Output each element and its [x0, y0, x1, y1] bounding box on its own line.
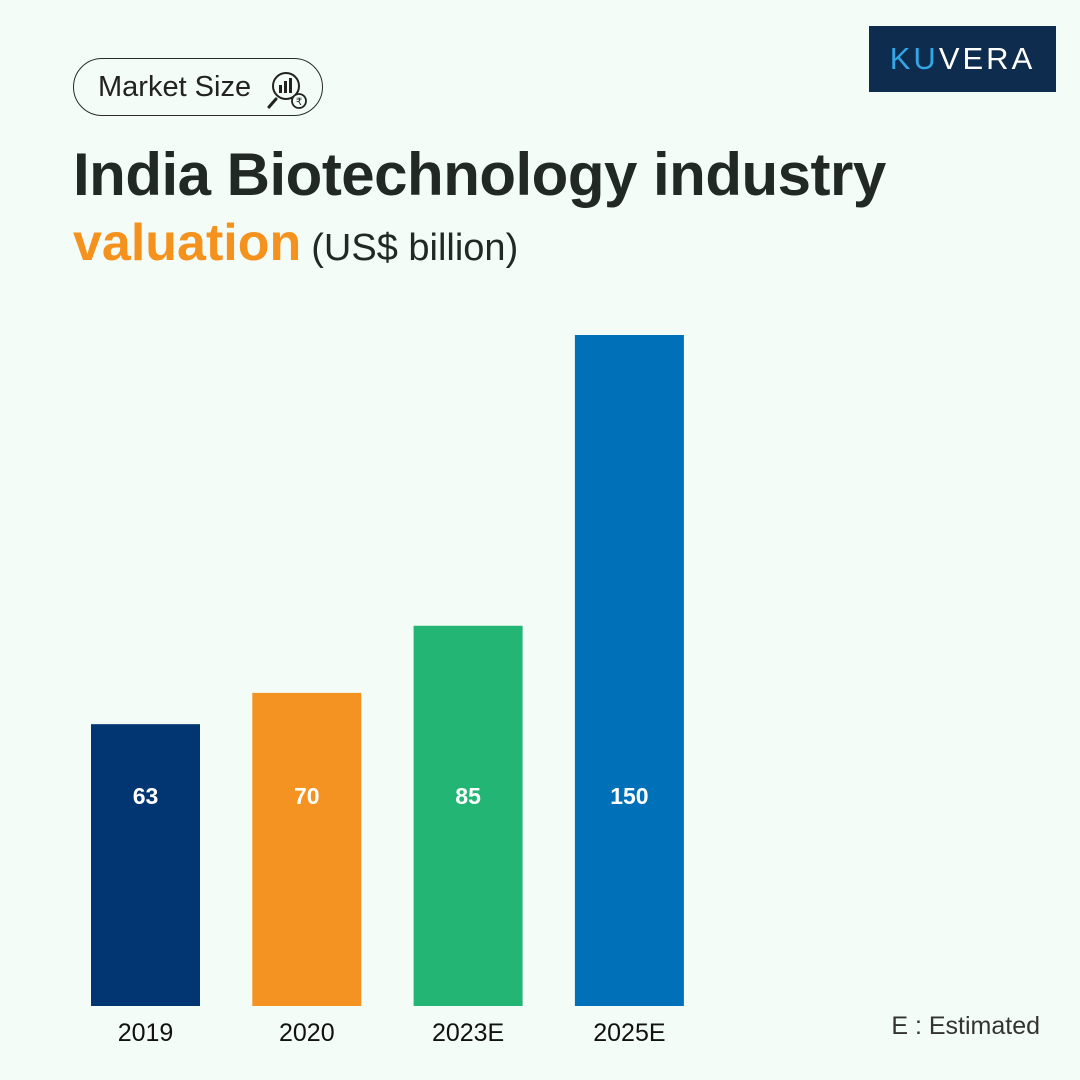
logo-suffix: VERA [938, 41, 1036, 76]
page-title: India Biotechnology industry [73, 141, 886, 208]
svg-text:₹: ₹ [296, 97, 302, 108]
x-tick-label: 2025E [593, 1019, 665, 1047]
kuvera-logo: KU VERA [869, 26, 1056, 92]
estimate-note: E : Estimated [891, 1012, 1040, 1040]
x-tick-label: 2020 [279, 1019, 335, 1047]
bar-value-label: 150 [610, 783, 648, 809]
market-analysis-icon: ₹ [267, 72, 307, 109]
bar-value-label: 70 [294, 783, 320, 809]
market-size-tag: Market Size ₹ [73, 58, 323, 116]
bar-value-label: 85 [455, 783, 481, 809]
logo-prefix: KU [889, 41, 939, 76]
bar-2020 [252, 692, 362, 1006]
bar-2025E [574, 335, 684, 1006]
bar-value-label: 63 [133, 783, 159, 809]
title-unit: (US$ billion) [311, 227, 519, 269]
title-accent: valuation [73, 214, 302, 272]
bar-2019 [91, 724, 200, 1006]
x-tick-label: 2023E [432, 1019, 504, 1047]
x-tick-label: 2019 [118, 1019, 174, 1047]
market-size-label: Market Size [98, 70, 252, 103]
page-subtitle: valuation (US$ billion) [73, 213, 518, 273]
bar-2023E [413, 625, 523, 1006]
